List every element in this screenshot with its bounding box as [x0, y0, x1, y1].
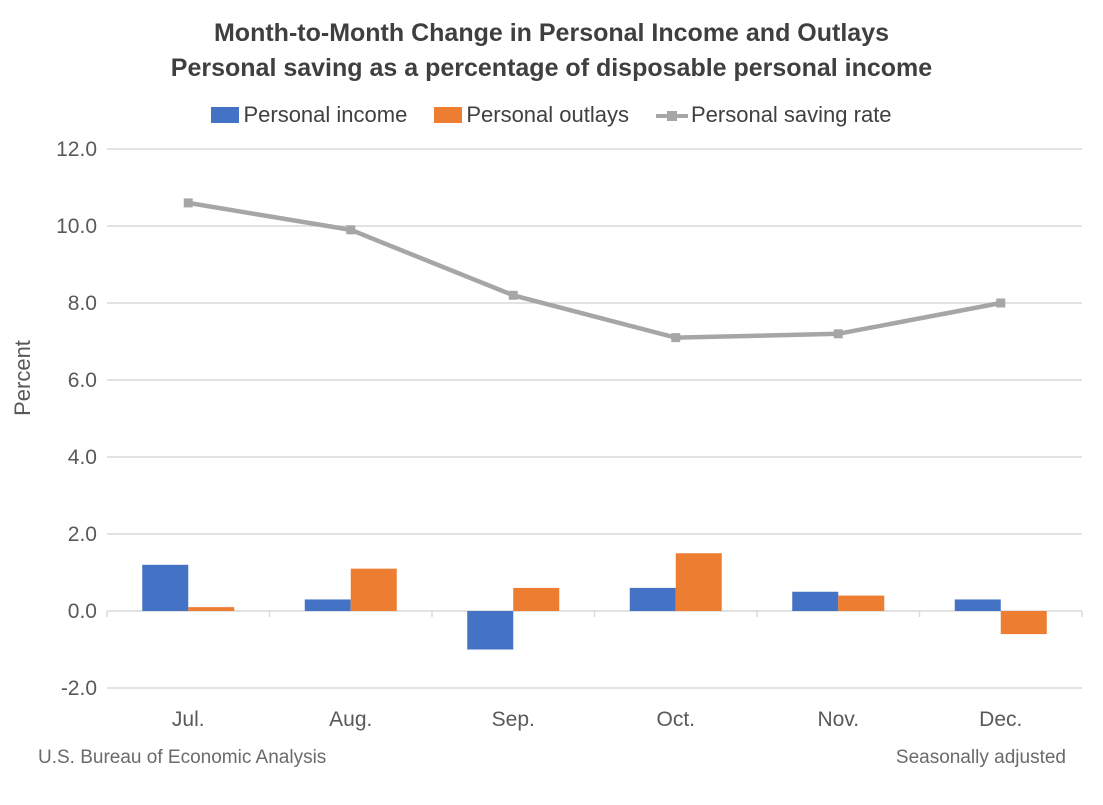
legend-item-personal-outlays: Personal outlays: [434, 102, 629, 128]
y-tick-label: 12.0: [56, 138, 97, 161]
bar: [792, 591, 839, 611]
y-axis-title: Percent: [10, 340, 35, 416]
x-tick-label: Aug.: [329, 708, 372, 731]
legend-item-personal-saving-rate: Personal saving rate: [655, 102, 892, 128]
saving-rate-marker-square: [666, 110, 677, 121]
bar: [467, 611, 514, 650]
chart-title-line1: Month-to-Month Change in Personal Income…: [213, 19, 889, 47]
x-tick-label: Jul.: [172, 708, 205, 731]
bar-series-personal-outlays: [188, 553, 1047, 635]
chart-footer: U.S. Bureau of Economic Analysis Seasona…: [38, 747, 1066, 769]
gridlines: [107, 148, 1082, 689]
bar: [513, 587, 560, 611]
y-axis-labels: 12.0 10.0 8.0 6.0 4.0 2.0 0.0 -2.0: [56, 138, 97, 700]
legend-item-personal-income: Personal income: [211, 102, 407, 128]
line-marker: [508, 290, 518, 300]
saving-rate-line-marker-icon: [655, 107, 688, 124]
line-marker: [833, 329, 843, 339]
y-tick-label: 8.0: [68, 292, 97, 315]
bar: [1000, 611, 1047, 635]
x-tick-label: Dec.: [979, 708, 1022, 731]
personal-income-swatch-icon: [211, 107, 240, 123]
saving-rate-line: [187, 200, 1002, 340]
bar: [304, 599, 351, 611]
x-tick-label: Sep.: [492, 708, 535, 731]
line-marker: [671, 333, 681, 343]
line-marker: [996, 298, 1006, 308]
bar: [629, 587, 676, 611]
personal-outlays-swatch-icon: [434, 107, 463, 123]
source-note: U.S. Bureau of Economic Analysis: [38, 747, 327, 768]
y-tick-label: -2.0: [61, 677, 97, 700]
legend-label-personal-income: Personal income: [243, 102, 408, 127]
x-tick-label: Oct.: [656, 708, 695, 731]
line-marker: [346, 225, 356, 235]
line-marker: [183, 198, 193, 208]
y-tick-label: 4.0: [68, 446, 97, 469]
y-tick-label: 0.0: [68, 600, 97, 623]
y-tick-label: 10.0: [56, 215, 97, 238]
bar: [838, 595, 885, 611]
y-tick-label: 2.0: [68, 523, 97, 546]
x-tick-label: Nov.: [817, 708, 859, 731]
x-axis-ticks: [106, 611, 1083, 617]
bar: [350, 568, 397, 611]
bar: [954, 599, 1001, 611]
bar: [188, 607, 235, 611]
y-tick-label: 6.0: [68, 369, 97, 392]
bar-series-personal-income: [142, 564, 1001, 650]
adjustment-note: Seasonally adjusted: [895, 747, 1066, 768]
legend-label-personal-outlays: Personal outlays: [466, 102, 629, 127]
chart-title: Month-to-Month Change in Personal Income…: [0, 16, 1103, 86]
chart-title-line2: Personal saving as a percentage of dispo…: [170, 54, 933, 82]
bar: [675, 553, 722, 611]
legend-label-personal-saving-rate: Personal saving rate: [690, 102, 892, 127]
line-series-personal-saving-rate: [183, 198, 1006, 343]
bar: [142, 564, 189, 611]
x-axis-labels: Jul. Aug. Sep. Oct. Nov. Dec.: [172, 708, 1022, 731]
chart-legend: Personal income Personal outlays Persona…: [0, 102, 1103, 128]
